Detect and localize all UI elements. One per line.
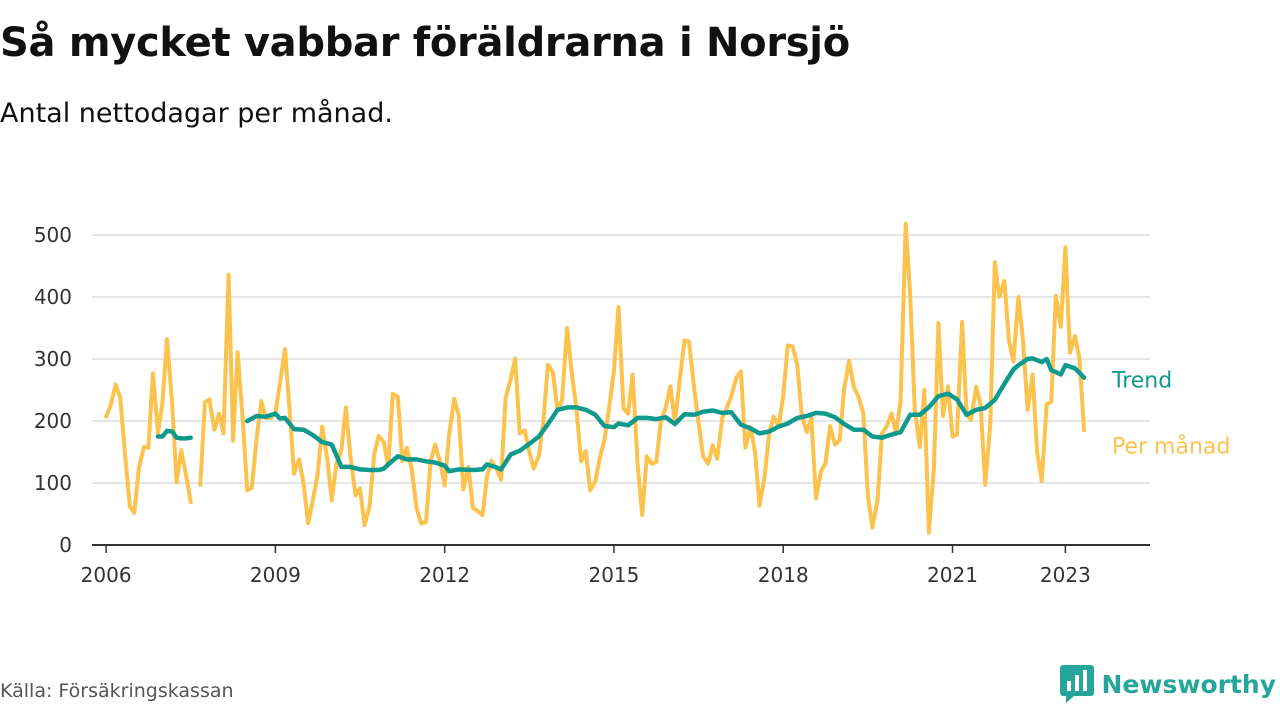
y-tick-label-100: 100 <box>34 471 72 495</box>
x-tick-label-2006: 2006 <box>81 563 132 587</box>
chart-title: Så mycket vabbar föräldrarna i Norsjö <box>0 20 850 66</box>
y-tick-label-300: 300 <box>34 347 72 371</box>
x-tick-label-2015: 2015 <box>588 563 639 587</box>
series-lines <box>104 221 1087 535</box>
brand-logo: Newsworthy <box>1059 664 1277 704</box>
y-tick-label-0: 0 <box>59 533 72 557</box>
series-line-monthly-1 <box>104 337 193 515</box>
x-tick-label-2018: 2018 <box>758 563 809 587</box>
series-line-trend-1 <box>155 428 193 441</box>
y-tick-label-400: 400 <box>34 285 72 309</box>
series-labels: Trend Per månad <box>1111 369 1230 460</box>
y-tick-label-200: 200 <box>34 409 72 433</box>
series-label-trend: Trend <box>1111 369 1172 394</box>
chart-logo-icon <box>1059 665 1094 703</box>
source-note: Källa: Försäkringskassan <box>0 680 234 702</box>
x-tick-label-2023: 2023 <box>1040 563 1091 587</box>
series-label-monthly: Per månad <box>1112 434 1230 460</box>
chart-subtitle: Antal nettodagar per månad. <box>0 98 393 129</box>
series-line-monthly-2 <box>198 221 1086 535</box>
x-tick-label-2012: 2012 <box>419 563 470 587</box>
y-tick-label-500: 500 <box>34 223 72 247</box>
brand-name: Newsworthy <box>1101 669 1277 699</box>
y-axis-ticks: 0 100 200 300 400 500 <box>34 223 72 557</box>
series-line-trend-2 <box>244 356 1087 474</box>
x-tick-label-2021: 2021 <box>927 563 978 587</box>
x-tick-label-2009: 2009 <box>250 563 301 587</box>
x-axis: 2006 2009 2012 2015 2018 2021 2023 <box>81 544 1150 587</box>
